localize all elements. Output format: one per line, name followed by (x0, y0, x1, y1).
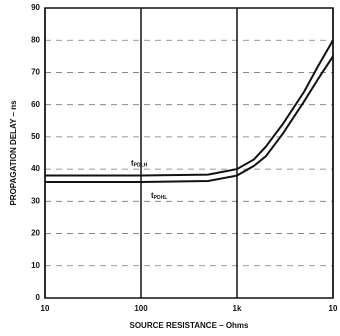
y-tick-label: 30 (31, 196, 40, 205)
series-line (45, 55, 334, 183)
y-tick-label: 40 (31, 164, 40, 173)
y-tick-label: 60 (31, 100, 40, 109)
x-tick-label: 10 (329, 304, 338, 313)
y-tick-label: 0 (36, 293, 41, 302)
y-tick-label: 70 (31, 68, 40, 77)
y-tick-label: 90 (31, 3, 40, 12)
y-tick-label: 20 (31, 229, 40, 238)
x-axis-label: SOURCE RESISTANCE – Ohms (130, 321, 250, 330)
series-label-sub: PDHL (154, 195, 168, 201)
x-tick-label: 100 (134, 304, 148, 313)
y-tick-label: 80 (31, 35, 40, 44)
y-tick-label: 50 (31, 132, 40, 141)
x-tick-label: 1k (233, 304, 242, 313)
series-line (45, 39, 334, 177)
y-tick-label: 10 (31, 261, 40, 270)
x-tick-label: 10 (41, 304, 50, 313)
y-axis-label: PROPAGATION DELAY – ns (9, 100, 18, 206)
plot-frame (44, 7, 334, 299)
series-label-main: t (151, 191, 154, 200)
series-label: tPDLH (131, 159, 148, 169)
series-label: tPDHL (151, 191, 167, 201)
series-label-sub: PDLH (134, 163, 148, 169)
series-label-main: t (131, 159, 134, 168)
